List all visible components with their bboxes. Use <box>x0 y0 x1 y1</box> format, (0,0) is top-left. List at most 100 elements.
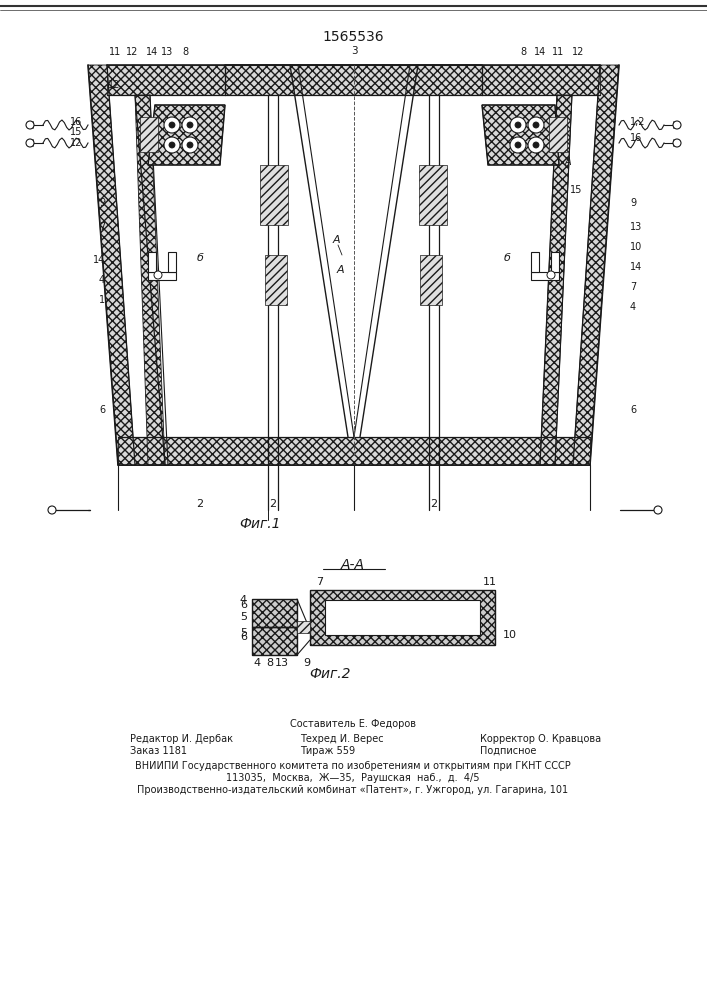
Text: 6: 6 <box>240 600 247 610</box>
Text: 8: 8 <box>520 47 526 57</box>
Text: 7: 7 <box>99 222 105 232</box>
Text: A: A <box>565 157 572 167</box>
Bar <box>325 600 480 635</box>
Text: 10: 10 <box>630 242 642 252</box>
Bar <box>310 590 495 645</box>
Circle shape <box>673 139 681 147</box>
Text: 4: 4 <box>240 595 247 605</box>
Text: 113035,  Москва,  Ж—35,  Раушская  наб.,  д.  4/5: 113035, Москва, Ж—35, Раушская наб., д. … <box>226 773 480 783</box>
Text: 15: 15 <box>69 127 82 137</box>
Text: 16: 16 <box>630 133 642 143</box>
Text: 9: 9 <box>303 658 310 668</box>
Bar <box>551 252 559 272</box>
Text: 9: 9 <box>99 198 105 208</box>
Bar <box>107 65 225 95</box>
Text: А-А: А-А <box>341 558 365 572</box>
Text: 2: 2 <box>269 499 276 509</box>
Circle shape <box>533 122 539 128</box>
Text: 11: 11 <box>483 577 497 587</box>
Text: 7: 7 <box>317 577 324 587</box>
Bar <box>140 117 158 152</box>
Text: 1565536: 1565536 <box>322 30 384 44</box>
Bar <box>265 255 287 305</box>
Text: 2: 2 <box>197 499 204 509</box>
Bar <box>419 165 447 225</box>
Circle shape <box>48 506 56 514</box>
Circle shape <box>154 271 162 279</box>
Text: Корректор О. Кравцова: Корректор О. Кравцова <box>480 734 601 744</box>
Bar <box>225 65 482 95</box>
Text: 6: 6 <box>240 632 247 642</box>
Polygon shape <box>540 95 572 465</box>
Text: 11: 11 <box>552 47 564 57</box>
Circle shape <box>182 137 198 153</box>
Bar <box>260 165 288 225</box>
Text: 6: 6 <box>99 405 105 415</box>
Bar <box>482 65 600 95</box>
Text: 4: 4 <box>253 658 261 668</box>
Bar <box>252 627 297 655</box>
Text: 14: 14 <box>630 262 642 272</box>
Bar <box>252 599 297 627</box>
Circle shape <box>169 122 175 128</box>
Circle shape <box>654 506 662 514</box>
Circle shape <box>515 122 521 128</box>
Text: 4: 4 <box>99 275 105 285</box>
Bar <box>531 252 539 272</box>
Text: Производственно-издательский комбинат «Патент», г. Ужгород, ул. Гагарина, 101: Производственно-издательский комбинат «П… <box>137 785 568 795</box>
Text: 12: 12 <box>69 138 82 148</box>
Circle shape <box>164 137 180 153</box>
Bar <box>118 437 590 465</box>
Text: Редактор И. Дербак: Редактор И. Дербак <box>130 734 233 744</box>
Text: 5: 5 <box>240 628 247 638</box>
Circle shape <box>673 121 681 129</box>
Text: 9: 9 <box>630 198 636 208</box>
Text: 4: 4 <box>630 302 636 312</box>
Text: б: б <box>503 253 510 263</box>
Bar <box>148 252 156 272</box>
Bar <box>310 590 495 645</box>
Text: 11: 11 <box>109 47 121 57</box>
Text: 15: 15 <box>570 185 583 195</box>
Bar <box>549 117 567 152</box>
Circle shape <box>533 142 539 148</box>
Text: 3: 3 <box>351 46 357 56</box>
Text: 12: 12 <box>126 47 138 57</box>
Circle shape <box>528 137 544 153</box>
Text: A: A <box>337 265 344 275</box>
Bar <box>148 272 176 280</box>
Circle shape <box>528 117 544 133</box>
Bar <box>531 272 559 280</box>
Text: 13: 13 <box>275 658 289 668</box>
Text: 2: 2 <box>431 499 438 509</box>
Text: A: A <box>332 235 340 245</box>
Circle shape <box>26 121 34 129</box>
Bar <box>297 621 310 633</box>
Text: 5: 5 <box>240 612 247 622</box>
Text: 7: 7 <box>630 282 636 292</box>
Circle shape <box>187 122 193 128</box>
Polygon shape <box>135 95 165 465</box>
Circle shape <box>547 271 555 279</box>
Text: 8: 8 <box>182 47 188 57</box>
Bar <box>168 252 176 272</box>
Circle shape <box>510 117 526 133</box>
Text: Заказ 1181: Заказ 1181 <box>130 746 187 756</box>
Text: Фиг.2: Фиг.2 <box>309 667 351 681</box>
Text: Техред И. Верес: Техред И. Верес <box>300 734 384 744</box>
Text: 13: 13 <box>630 222 642 232</box>
Text: Составитель Е. Федоров: Составитель Е. Федоров <box>290 719 416 729</box>
Bar <box>252 627 297 655</box>
Text: 6: 6 <box>630 405 636 415</box>
Polygon shape <box>482 105 559 165</box>
Text: 14: 14 <box>534 47 546 57</box>
Text: 1: 1 <box>99 295 105 305</box>
Text: 12: 12 <box>107 80 120 90</box>
Polygon shape <box>88 65 135 465</box>
Circle shape <box>182 117 198 133</box>
Text: Подписное: Подписное <box>480 746 537 756</box>
Circle shape <box>164 117 180 133</box>
Text: 8: 8 <box>267 658 274 668</box>
Polygon shape <box>573 65 619 465</box>
Bar <box>420 255 442 305</box>
